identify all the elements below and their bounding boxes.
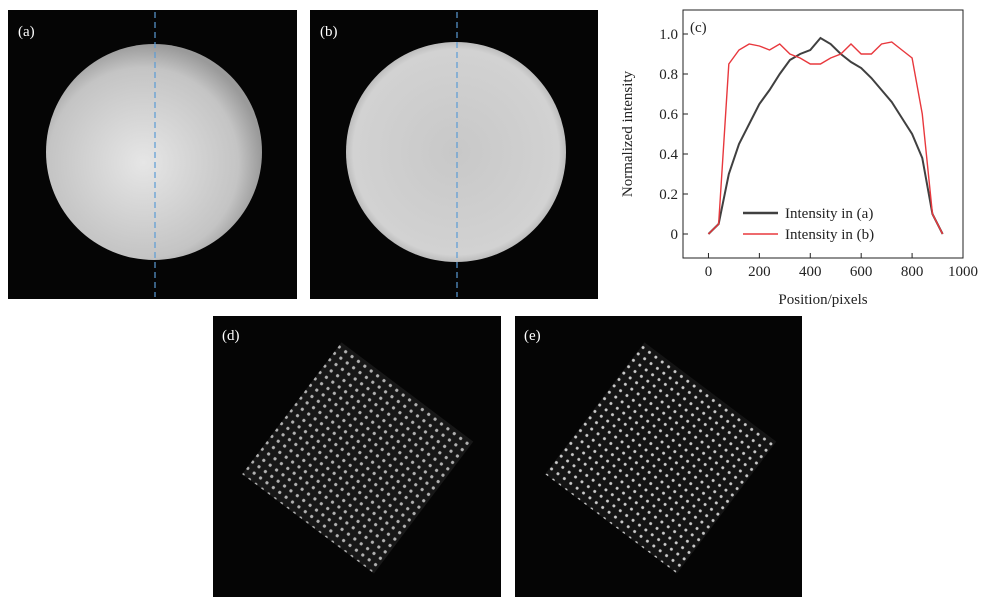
panel-label: (a) (18, 24, 35, 40)
x-tick-label: 400 (799, 264, 822, 280)
y-tick-label: 1.0 (659, 27, 678, 43)
y-tick-label: 0 (671, 227, 679, 243)
chart-c: 0 200 400 600 800 1000 0 0.2 0.4 0.6 0.8 1.0 Positio… (620, 10, 978, 308)
panel-label: (c) (690, 20, 707, 36)
x-axis-label: Position/pixels (778, 292, 867, 308)
panel-b: (b) (310, 10, 598, 299)
figure: (a) (b) (d) (e) 0 200 400 600 800 1000 0 0.2 0.4… (0, 0, 1007, 599)
y-tick-label: 0.4 (659, 147, 678, 163)
legend-label: Intensity in (a) (785, 206, 873, 222)
x-tick-label: 200 (748, 264, 771, 280)
beam-spot (346, 42, 566, 262)
y-tick-label: 0.8 (659, 67, 678, 83)
panel-label: (b) (320, 24, 338, 40)
y-tick-label: 0.6 (659, 107, 678, 123)
series-line (708, 38, 942, 234)
x-tick-label: 800 (901, 264, 924, 280)
x-tick-label: 0 (705, 264, 713, 280)
panel-label: (e) (524, 328, 541, 344)
panel-a: (a) (8, 10, 297, 299)
panel-d: (d) (213, 316, 501, 597)
y-tick-label: 0.2 (659, 187, 678, 203)
panel-e: (e) (515, 316, 802, 597)
y-axis-label: Normalized intensity (620, 70, 636, 197)
legend-label: Intensity in (b) (785, 227, 874, 243)
x-tick-label: 600 (850, 264, 873, 280)
beam-spot (46, 44, 262, 260)
x-tick-label: 1000 (948, 264, 978, 280)
panel-label: (d) (222, 328, 240, 344)
